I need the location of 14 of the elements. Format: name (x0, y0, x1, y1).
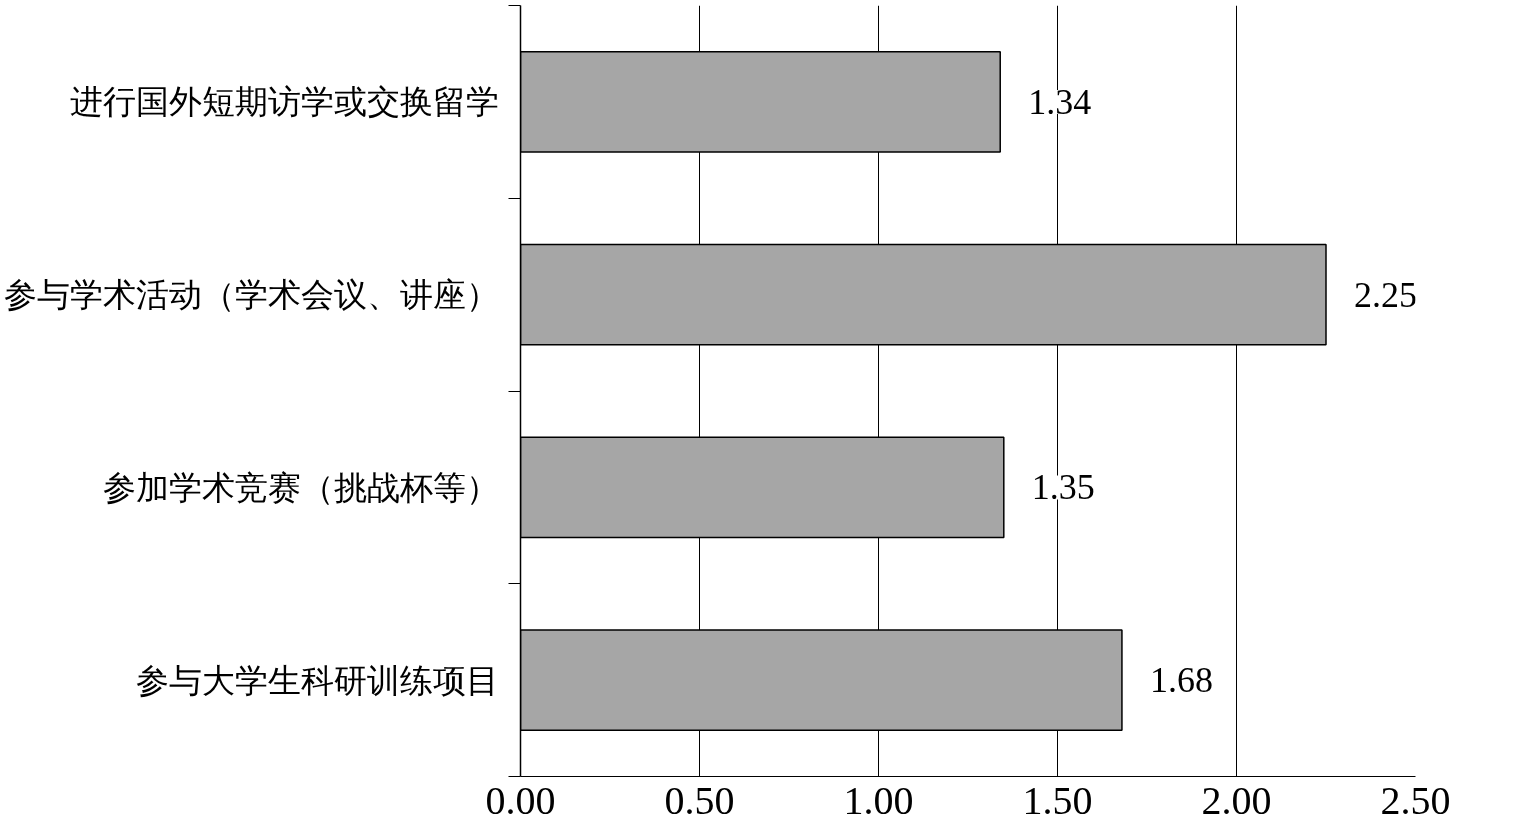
y-tick-label: 参与学术活动（学术会议、讲座） (3, 276, 499, 314)
y-tick-label: 参加学术竞赛（挑战杯等） (102, 468, 499, 506)
x-tick-label: 0.50 (664, 777, 735, 823)
x-tick-label: 2.50 (1380, 777, 1451, 823)
x-tick-label: 1.00 (843, 777, 914, 823)
data-label: 1.35 (1031, 467, 1095, 508)
data-label: 1.68 (1149, 660, 1213, 701)
data-label: 1.34 (1028, 81, 1092, 122)
y-tick-label: 进行国外短期访学或交换留学 (69, 83, 499, 121)
y-tick-label: 参与大学生科研训练项目 (135, 661, 499, 699)
x-tick-label: 0.00 (485, 777, 556, 823)
data-label: 2.25 (1354, 274, 1417, 315)
x-tick-label: 1.50 (1022, 777, 1093, 823)
x-tick-label: 2.00 (1201, 777, 1272, 823)
